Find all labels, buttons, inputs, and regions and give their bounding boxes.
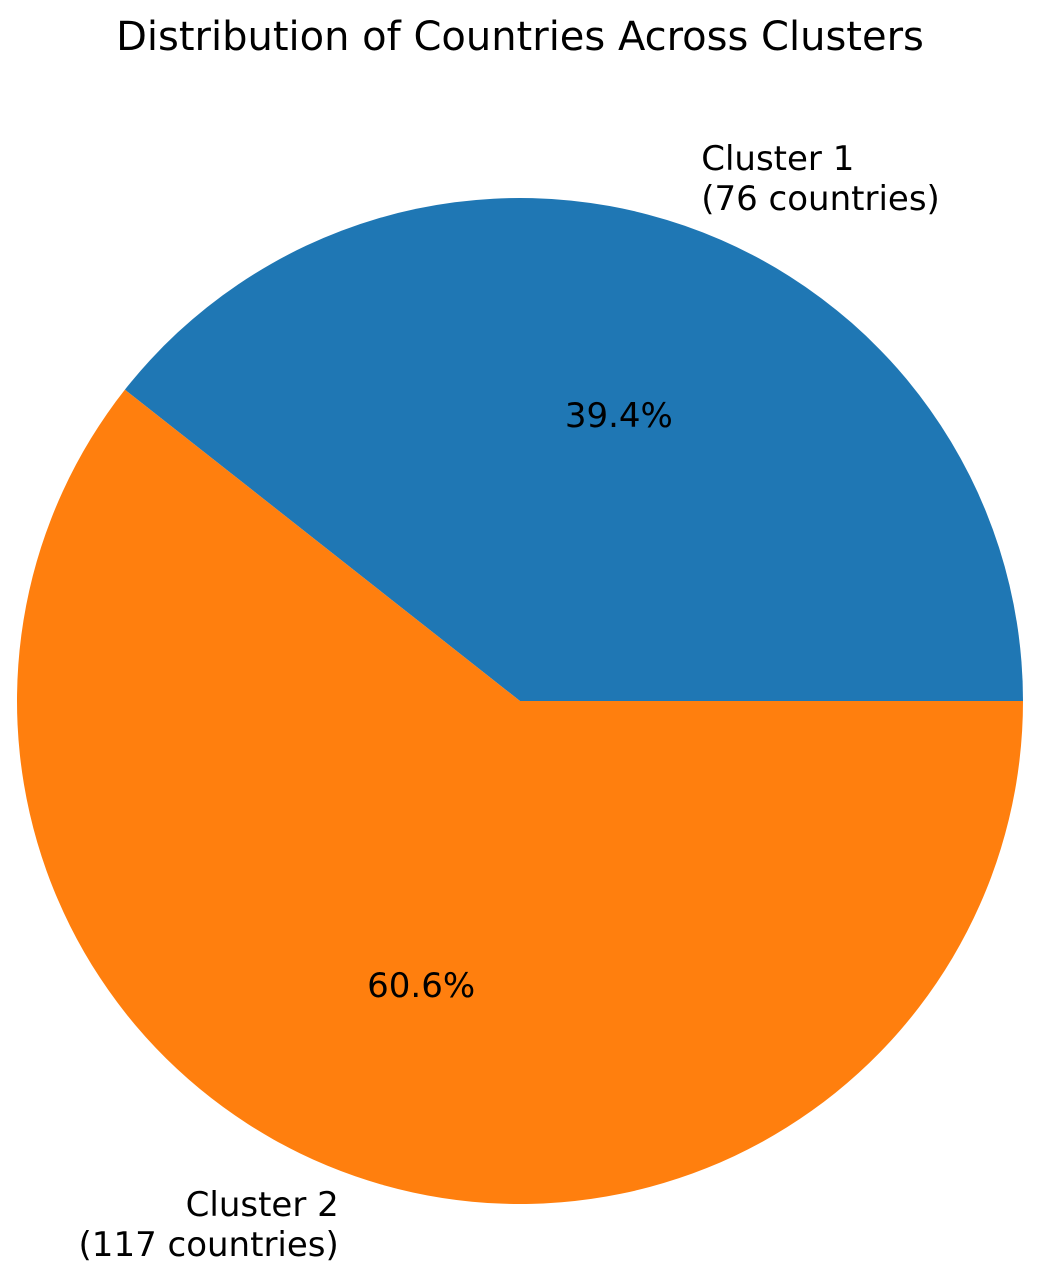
slice-label-count: (117 countries) xyxy=(79,1225,339,1265)
pie-slice-1 xyxy=(124,198,1023,701)
pie-slices xyxy=(16,198,1024,1204)
percent-label-2: 60.6% xyxy=(367,966,475,1006)
percent-label-1: 39.4% xyxy=(565,396,673,436)
slice-label-1: Cluster 1 (76 countries) xyxy=(701,139,940,219)
slice-label-count: (76 countries) xyxy=(701,179,940,219)
pie-slice-2 xyxy=(16,389,1024,1204)
slice-label-name: Cluster 2 xyxy=(186,1185,339,1225)
chart-title: Distribution of Countries Across Cluster… xyxy=(116,14,924,60)
slice-label-name: Cluster 1 xyxy=(701,139,854,179)
slice-label-2: Cluster 2 (117 countries) xyxy=(79,1185,339,1265)
pie-labels: 39.4% Cluster 1 (76 countries) 60.6% Cluster… xyxy=(79,139,940,1265)
